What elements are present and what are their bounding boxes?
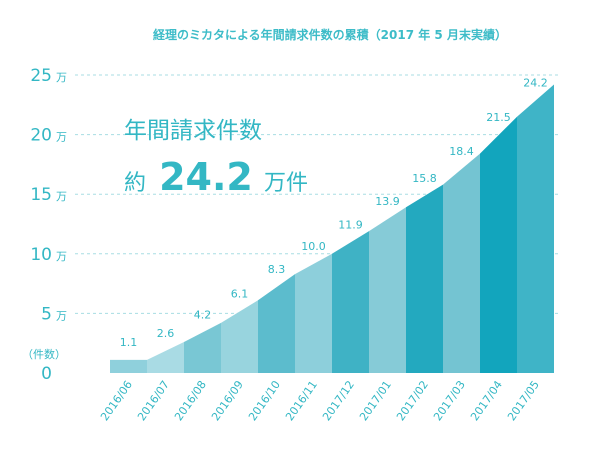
data-label: 13.9	[375, 195, 400, 208]
y-tick-unit: 万	[56, 309, 67, 322]
x-tick-label: 2016/07	[135, 378, 172, 423]
data-label: 21.5	[486, 111, 511, 124]
data-label: 2.6	[157, 327, 175, 340]
x-tick-label: 2016/11	[283, 378, 320, 423]
y-tick-label: 20	[30, 126, 52, 146]
y-tick-unit: 万	[56, 71, 67, 84]
x-tick-label: 2017/05	[505, 378, 542, 423]
area-segment	[369, 207, 406, 373]
x-axis-ticks: 2016/06 2016/07 2016/08 2016/09 2016/10 2016/…	[98, 378, 542, 423]
x-tick-label: 2017/01	[357, 378, 394, 423]
area-segment	[443, 153, 480, 373]
headline-prefix: 約	[124, 171, 146, 196]
data-label: 10.0	[301, 240, 326, 253]
area-segment	[480, 116, 517, 373]
data-label: 8.3	[268, 263, 286, 276]
area-segment	[258, 274, 295, 373]
x-tick-label: 2017/03	[431, 378, 468, 423]
area-segment	[147, 342, 184, 373]
headline-suffix: 万件	[264, 171, 308, 196]
headline: 年間請求件数 約 24.2 万件	[124, 118, 308, 199]
area-segment	[295, 253, 332, 373]
headline-title: 年間請求件数	[124, 118, 262, 144]
y-tick-label: 0	[41, 364, 52, 384]
area-segments	[110, 84, 554, 373]
data-label: 1.1	[120, 336, 138, 349]
headline-value: 24.2	[159, 155, 253, 199]
area-segment	[406, 184, 443, 373]
data-label: 18.4	[449, 145, 474, 158]
x-tick-label: 2016/09	[209, 378, 246, 423]
headline-total: 約 24.2 万件	[124, 155, 308, 199]
data-label: 24.2	[523, 77, 548, 90]
area-segment	[221, 300, 258, 373]
x-tick-label: 2017/04	[468, 378, 505, 423]
y-tick-label: 5	[41, 304, 52, 324]
data-label: 4.2	[194, 308, 212, 321]
data-labels: 1.1 2.6 4.2 6.1 8.3 10.0 11.9 13.9 15.8 18.4 21.5 2…	[120, 77, 548, 349]
data-label: 11.9	[338, 218, 363, 231]
data-label: 6.1	[231, 288, 249, 301]
x-tick-label: 2017/12	[320, 378, 357, 423]
y-tick-unit: 万	[56, 250, 67, 263]
area-segment	[517, 84, 554, 373]
y-axis-ticks: 05 万10 万15 万20 万25 万	[30, 66, 67, 384]
area-segment	[184, 322, 221, 373]
area-segment	[110, 359, 147, 373]
chart-title: 経理のミカタによる年間請求件数の累積（2017 年 5 月末実績）	[153, 27, 507, 42]
y-tick-label: 10	[30, 245, 52, 265]
x-tick-label: 2016/10	[246, 378, 283, 423]
y-tick-label: 25	[30, 66, 52, 86]
x-tick-label: 2016/06	[98, 378, 135, 423]
y-tick-label: 15	[30, 185, 52, 205]
x-tick-label: 2017/02	[394, 378, 431, 423]
y-axis-label: （件数）	[22, 348, 66, 361]
data-label: 15.8	[412, 172, 437, 185]
y-tick-unit: 万	[56, 131, 67, 144]
y-tick-unit: 万	[56, 190, 67, 203]
area-segment	[332, 231, 369, 373]
x-tick-label: 2016/08	[172, 378, 209, 423]
